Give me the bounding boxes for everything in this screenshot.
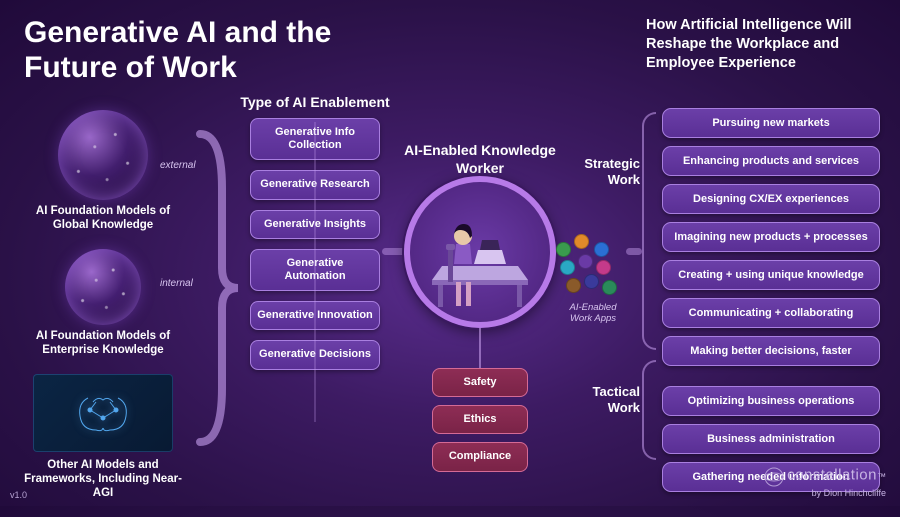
header-enablement: Type of AI Enablement bbox=[240, 94, 390, 110]
work-pill-strategic: Communicating + collaborating bbox=[662, 298, 880, 328]
brace-left-icon bbox=[194, 128, 242, 448]
label-tactical: Tactical Work bbox=[580, 384, 640, 415]
app-dots-label: AI-Enabled Work Apps bbox=[558, 302, 628, 324]
foundation-other-label: Other AI Models and Frameworks, Includin… bbox=[18, 458, 188, 501]
credit: constellation™ by Dion Hinchcliffe bbox=[763, 466, 886, 498]
foundation-enterprise-label: AI Foundation Models of Enterprise Knowl… bbox=[18, 329, 188, 358]
header-worker: AI-Enabled Knowledge Worker bbox=[400, 142, 560, 177]
app-dot bbox=[578, 254, 593, 269]
brain-box-icon bbox=[33, 374, 173, 452]
app-dot bbox=[574, 234, 589, 249]
work-pill-strategic: Making better decisions, faster bbox=[662, 336, 880, 366]
bracket-tactical bbox=[642, 360, 656, 460]
app-dot bbox=[556, 242, 571, 257]
bracket-strategic bbox=[642, 112, 656, 350]
sphere-global-icon bbox=[58, 110, 148, 200]
work-pill-strategic: Creating + using unique knowledge bbox=[662, 260, 880, 290]
app-dot bbox=[584, 274, 599, 289]
work-pill-strategic: Pursuing new markets bbox=[662, 108, 880, 138]
work-pill-strategic: Imagining new products + processes bbox=[662, 222, 880, 252]
governance-connector bbox=[479, 328, 481, 368]
credit-brand: constellation bbox=[787, 466, 877, 483]
knowledge-worker-icon bbox=[404, 176, 556, 328]
governance-pill: Safety bbox=[432, 368, 528, 397]
version-label: v1.0 bbox=[10, 490, 27, 500]
subtitle: How Artificial Intelligence Will Reshape… bbox=[646, 16, 876, 73]
app-dot bbox=[560, 260, 575, 275]
label-strategic: Strategic Work bbox=[580, 156, 640, 187]
app-dot bbox=[566, 278, 581, 293]
tag-internal: internal bbox=[160, 278, 193, 289]
governance-pill: Ethics bbox=[432, 405, 528, 434]
work-column: Pursuing new markets Enhancing products a… bbox=[662, 108, 880, 492]
app-dot bbox=[596, 260, 611, 275]
governance-column: Safety Ethics Compliance bbox=[432, 368, 528, 472]
work-pill-tactical: Optimizing business operations bbox=[662, 386, 880, 416]
work-pill-strategic: Designing CX/EX experiences bbox=[662, 184, 880, 214]
tag-external: external bbox=[160, 160, 196, 171]
constellation-logo-icon bbox=[763, 466, 785, 488]
app-dot bbox=[602, 280, 617, 295]
sphere-enterprise-icon bbox=[65, 249, 141, 325]
governance-pill: Compliance bbox=[432, 442, 528, 471]
work-pill-tactical: Business administration bbox=[662, 424, 880, 454]
app-dot bbox=[594, 242, 609, 257]
page-title: Generative AI and the Future of Work bbox=[24, 16, 384, 85]
work-pill-strategic: Enhancing products and services bbox=[662, 146, 880, 176]
credit-byline: by Dion Hinchcliffe bbox=[812, 488, 886, 498]
foundation-global-label: AI Foundation Models of Global Knowledge bbox=[18, 204, 188, 233]
